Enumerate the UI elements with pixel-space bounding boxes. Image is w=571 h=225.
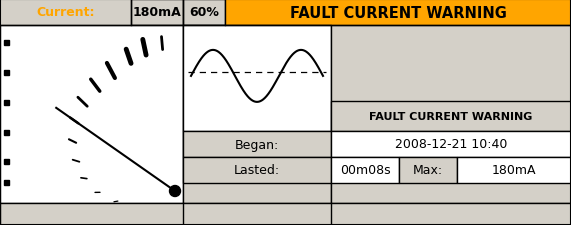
Text: Began:: Began: (235, 138, 279, 151)
Text: Max:: Max: (413, 164, 443, 177)
Bar (183, 0, 225, 26)
Text: 180mA: 180mA (132, 7, 182, 19)
Bar (331, 26, 571, 203)
Bar (4, 131, 9, 136)
Bar (4, 41, 9, 46)
Text: Current:: Current: (36, 7, 95, 19)
Text: FAULT CURRENT WARNING: FAULT CURRENT WARNING (289, 5, 506, 20)
Bar (183, 157, 331, 183)
Bar (131, 0, 183, 26)
Bar (331, 101, 571, 131)
Bar (4, 159, 9, 164)
Text: 00m08s: 00m08s (340, 164, 391, 177)
Bar (457, 157, 571, 183)
Bar (399, 157, 457, 183)
Bar (331, 157, 399, 183)
Bar (0, 26, 183, 203)
Bar (225, 0, 571, 26)
Bar (0, 0, 131, 26)
Text: 180mA: 180mA (492, 164, 536, 177)
Text: 60%: 60% (189, 7, 219, 19)
Bar (331, 131, 571, 157)
Text: 2008-12-21 10:40: 2008-12-21 10:40 (395, 138, 507, 151)
Bar (0, 203, 571, 225)
Bar (4, 180, 9, 185)
Text: FAULT CURRENT WARNING: FAULT CURRENT WARNING (369, 112, 533, 122)
Bar (4, 70, 9, 76)
Bar (183, 131, 331, 157)
Bar (4, 101, 9, 106)
Bar (183, 26, 331, 203)
Text: Lasted:: Lasted: (234, 164, 280, 177)
Circle shape (170, 186, 180, 197)
Bar (183, 26, 331, 131)
